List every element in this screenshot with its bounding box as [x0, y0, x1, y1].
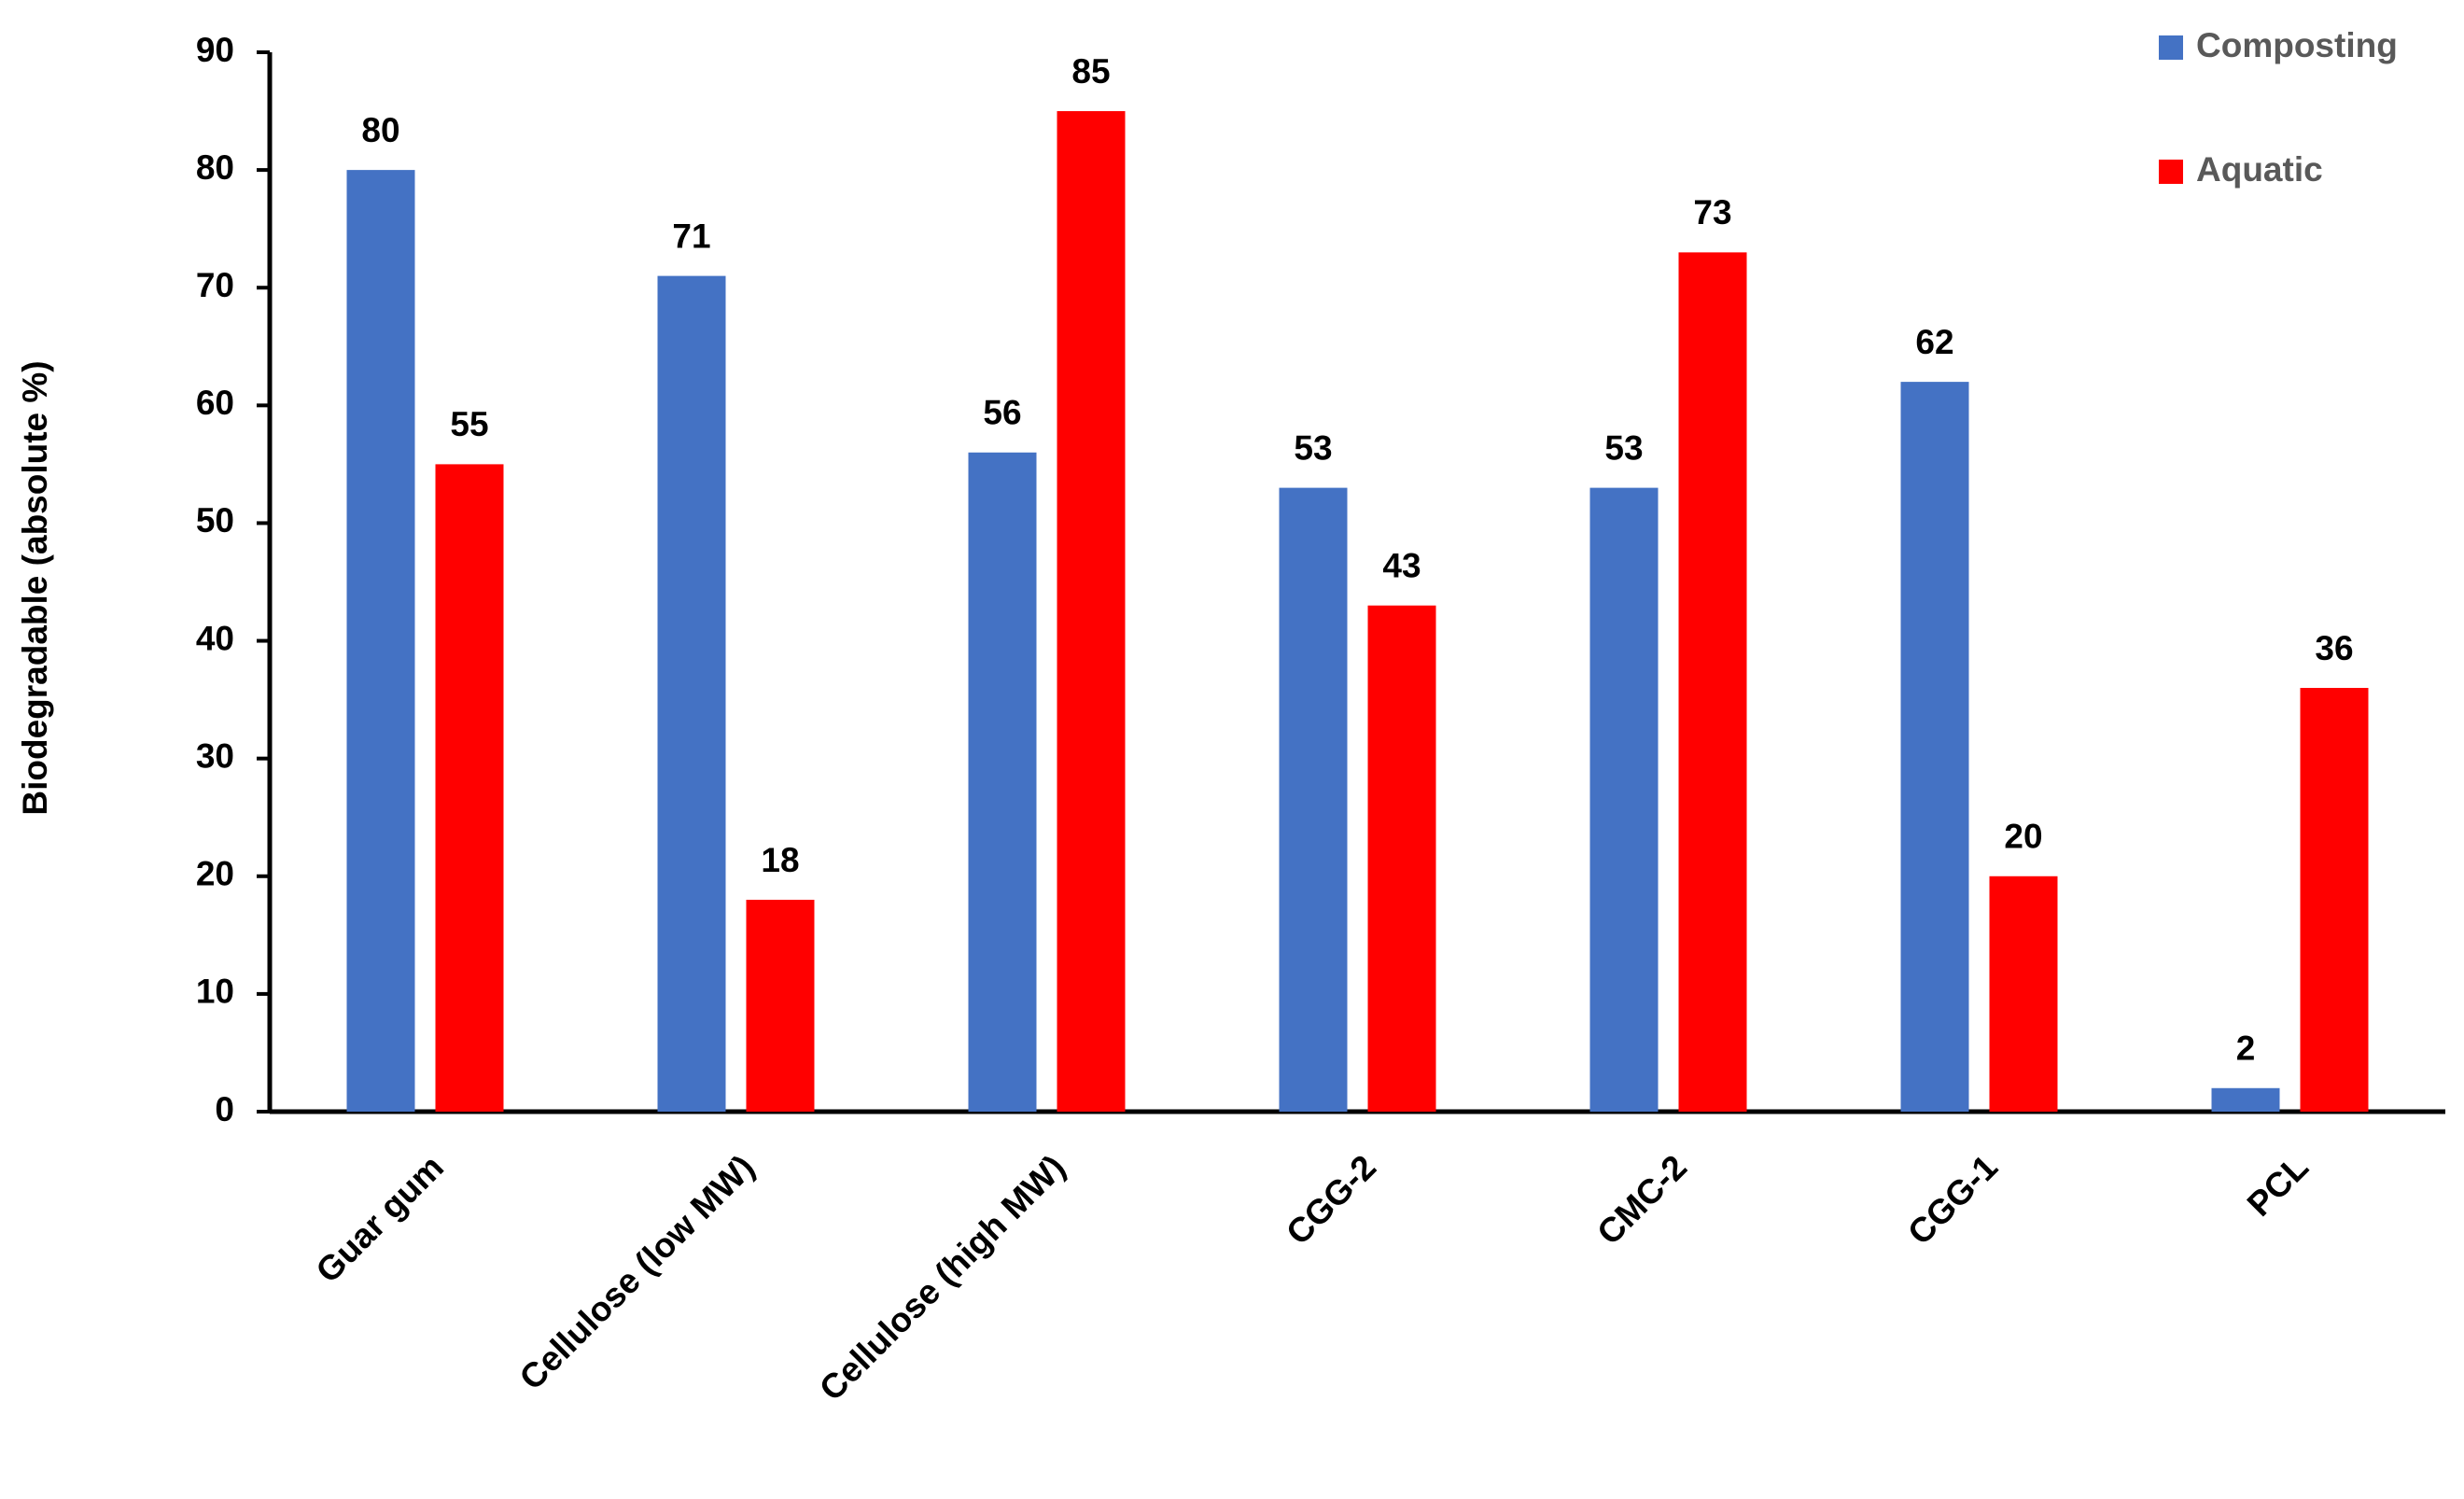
value-label: 43 [1382, 547, 1421, 585]
y-tick-label: 60 [196, 384, 234, 422]
y-tick-label: 90 [196, 31, 234, 69]
legend-swatch [2159, 35, 2183, 60]
x-tick-label: Cellulose (high MW) [812, 1148, 1072, 1408]
y-axis-title: Biodegradable (absolute %) [16, 360, 54, 815]
bar [435, 464, 504, 1112]
y-tick-label: 50 [196, 501, 234, 539]
value-label: 71 [672, 217, 710, 255]
bar [1589, 487, 1659, 1112]
value-label: 80 [361, 111, 399, 149]
bar [1900, 382, 1969, 1113]
value-label: 36 [2315, 629, 2353, 667]
x-tick-label: PCL [2240, 1148, 2316, 1224]
value-label: 53 [1604, 428, 1643, 467]
bar [2300, 688, 2369, 1112]
value-label: 62 [1915, 323, 1953, 361]
x-tick-label: CMC-2 [1589, 1148, 1694, 1253]
legend-swatch [2159, 160, 2183, 184]
y-tick-label: 40 [196, 619, 234, 657]
legend-label: Composting [2196, 26, 2398, 64]
x-tick-label: Guar gum [309, 1148, 452, 1291]
y-tick-label: 30 [196, 736, 234, 775]
bar [346, 170, 415, 1113]
bar [1367, 605, 1436, 1112]
bar [1057, 111, 1126, 1113]
bar [657, 275, 726, 1113]
x-tick-label: Cellulose (low MW) [512, 1148, 762, 1397]
value-label: 53 [1294, 428, 1332, 467]
bar [1279, 487, 1348, 1112]
value-label: 73 [1693, 193, 1731, 231]
y-tick-label: 0 [215, 1090, 234, 1128]
value-label: 20 [2004, 818, 2042, 856]
y-tick-label: 20 [196, 855, 234, 893]
value-label: 2 [2236, 1030, 2256, 1068]
y-tick-label: 70 [196, 266, 234, 304]
bar [746, 900, 815, 1112]
value-label: 85 [1071, 52, 1110, 91]
bar [968, 452, 1037, 1112]
value-label: 18 [761, 841, 799, 879]
bar [2211, 1087, 2280, 1112]
value-label: 55 [450, 405, 488, 443]
y-tick-label: 80 [196, 148, 234, 187]
legend-label: Aquatic [2196, 150, 2323, 189]
x-tick-label: CGG-2 [1279, 1148, 1383, 1253]
bar [1678, 252, 1747, 1112]
y-tick-label: 10 [196, 973, 234, 1011]
x-tick-label: CGG-1 [1900, 1148, 2005, 1253]
bar [1989, 876, 2058, 1112]
value-label: 56 [983, 394, 1021, 432]
